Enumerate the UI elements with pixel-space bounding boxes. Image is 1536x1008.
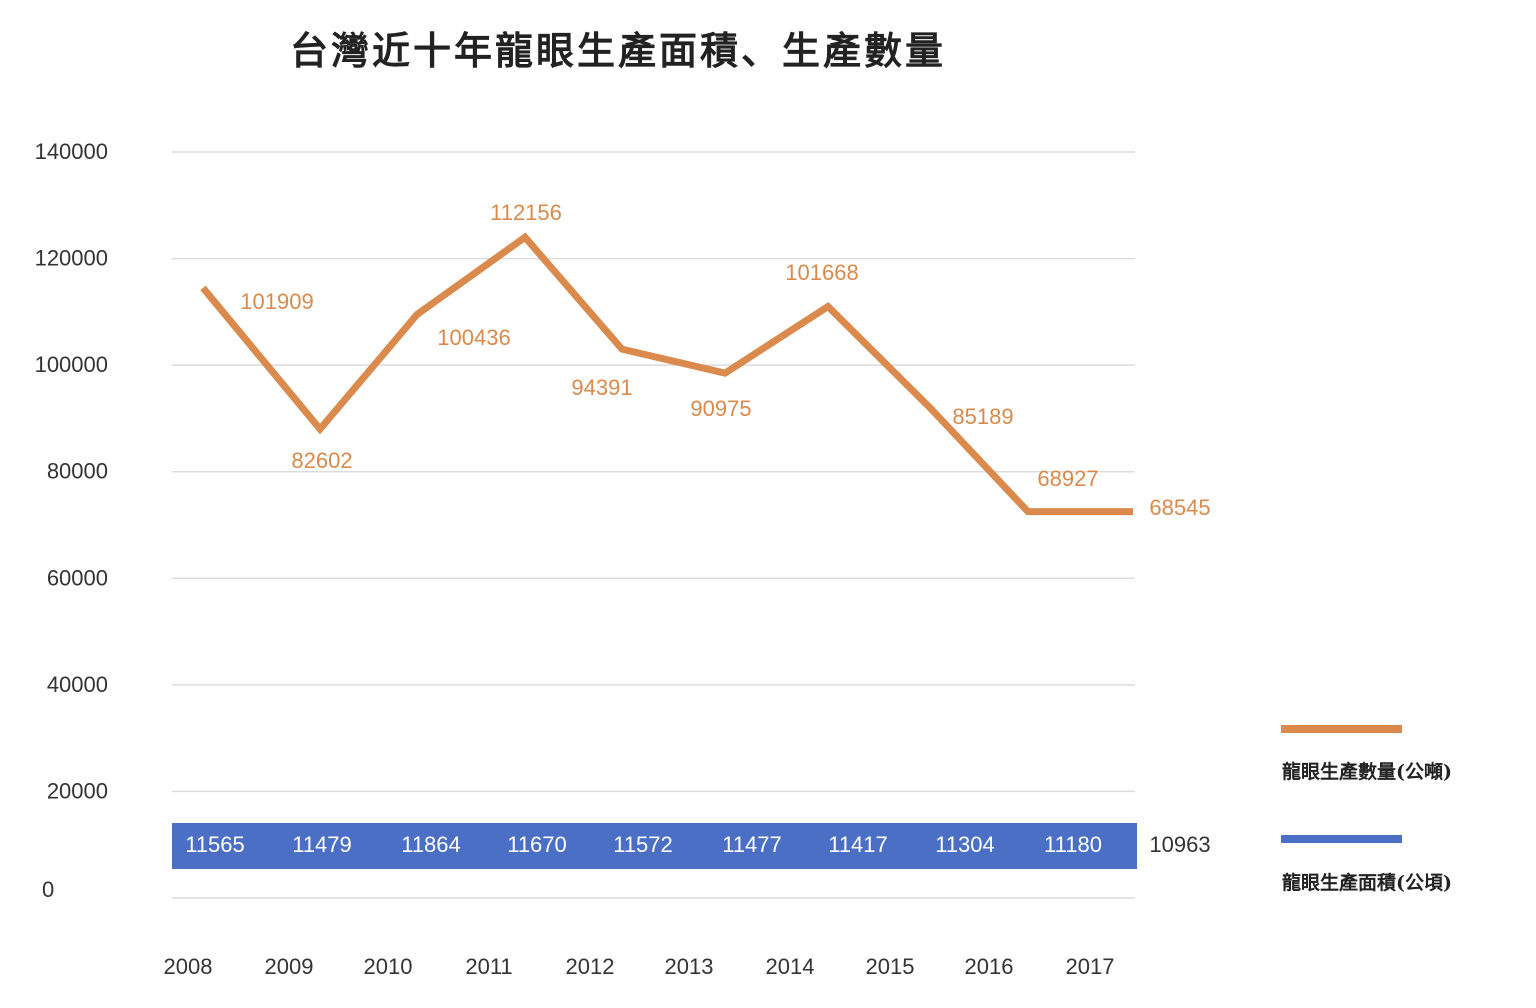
x-tick-label: 2014 xyxy=(766,954,815,979)
area-series-band xyxy=(172,823,1137,869)
y-tick-label: 40000 xyxy=(47,672,108,697)
quantity-data-label: 94391 xyxy=(571,375,632,400)
area-data-label: 11670 xyxy=(507,832,567,857)
quantity-data-label: 101909 xyxy=(240,289,313,314)
area-data-label: 10963 xyxy=(1149,832,1210,857)
x-tick-label: 2016 xyxy=(965,954,1014,979)
area-data-label: 11565 xyxy=(185,832,245,857)
quantity-data-label: 68927 xyxy=(1037,466,1098,491)
y-tick-label: 140000 xyxy=(35,139,108,164)
x-tick-label: 2017 xyxy=(1066,954,1115,979)
area-data-label: 11417 xyxy=(828,832,888,857)
y-tick-label: 120000 xyxy=(35,246,108,271)
x-tick-label: 2008 xyxy=(164,954,213,979)
x-tick-label: 2015 xyxy=(866,954,915,979)
legend-label-area: 龍眼生產面積(公頃) xyxy=(1282,871,1452,894)
x-tick-label: 2009 xyxy=(265,954,314,979)
quantity-series-line xyxy=(200,232,1133,516)
area-data-label: 11477 xyxy=(722,832,782,857)
area-data-label: 11304 xyxy=(935,832,995,857)
y-tick-label: 0 xyxy=(42,877,54,902)
quantity-data-label: 82602 xyxy=(291,448,352,473)
x-tick-label: 2011 xyxy=(465,954,512,979)
area-data-label: 11864 xyxy=(401,832,461,857)
quantity-data-label: 101668 xyxy=(785,260,858,285)
quantity-data-label: 90975 xyxy=(690,396,751,421)
chart-title: 台灣近十年龍眼生產面積、生產數量 xyxy=(290,28,947,73)
x-tick-label: 2013 xyxy=(665,954,714,979)
area-data-label: 11479 xyxy=(292,832,352,857)
legend-label-quantity: 龍眼生產數量(公噸) xyxy=(1282,760,1452,783)
y-tick-label: 20000 xyxy=(47,778,108,803)
quantity-data-label: 68545 xyxy=(1149,495,1210,520)
y-tick-label: 60000 xyxy=(47,565,108,590)
quantity-data-label: 112156 xyxy=(490,200,562,225)
x-tick-label: 2012 xyxy=(566,954,615,979)
quantity-data-label: 85189 xyxy=(952,404,1013,429)
area-data-label: 11180 xyxy=(1044,832,1102,857)
x-tick-label: 2010 xyxy=(364,954,413,979)
y-tick-label: 80000 xyxy=(47,459,108,484)
quantity-data-label: 100436 xyxy=(437,325,510,350)
area-data-label: 11572 xyxy=(613,832,673,857)
y-tick-label: 100000 xyxy=(35,352,108,377)
